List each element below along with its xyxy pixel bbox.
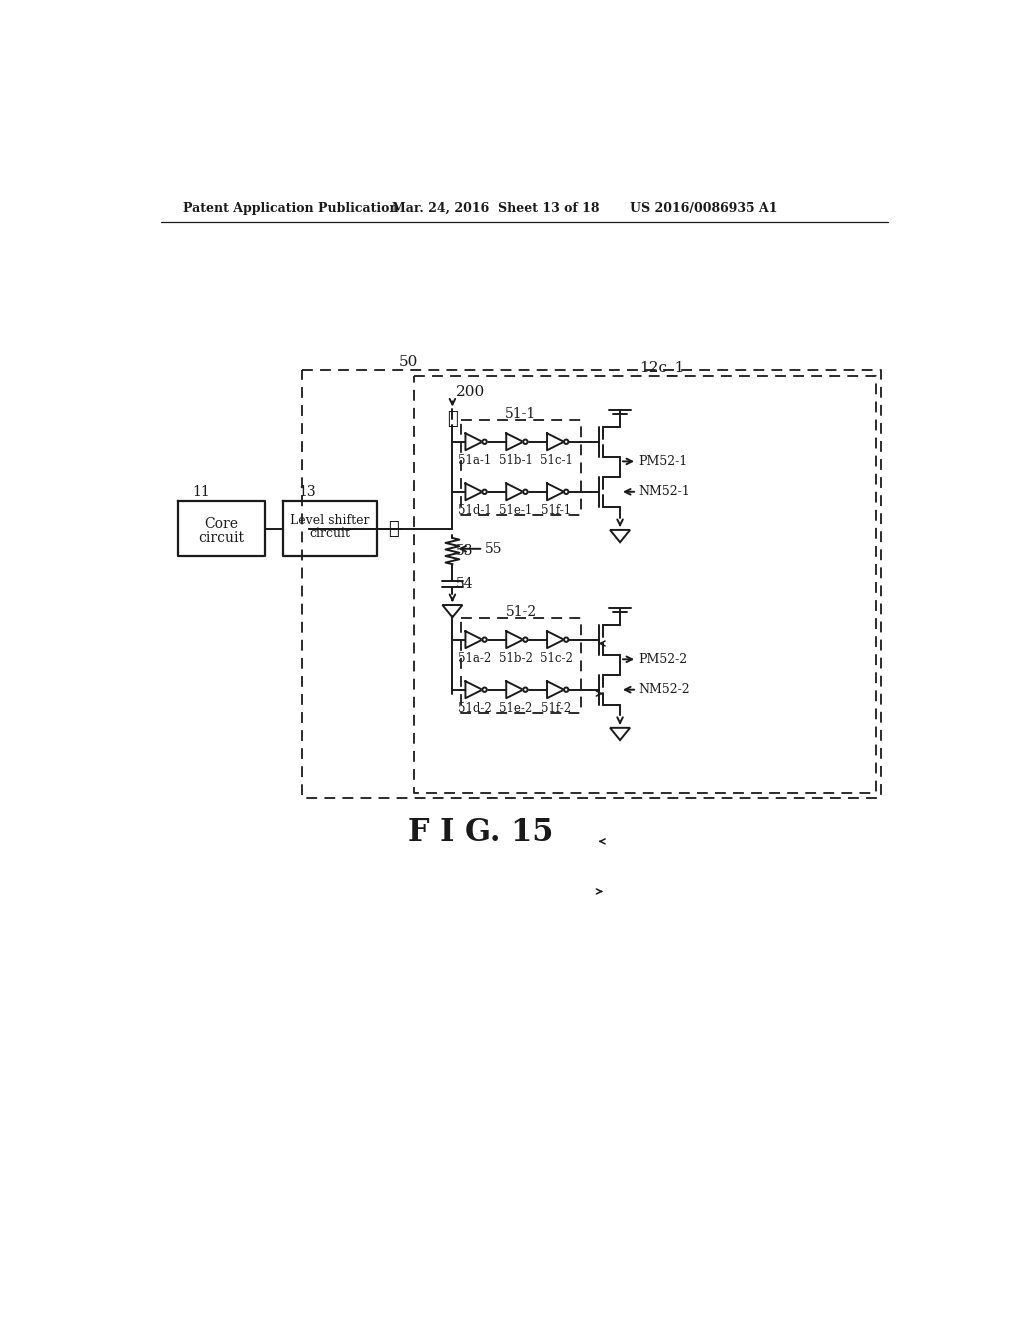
Circle shape (523, 440, 527, 444)
Text: Mar. 24, 2016  Sheet 13 of 18: Mar. 24, 2016 Sheet 13 of 18 (392, 202, 600, 215)
Text: 53: 53 (457, 544, 474, 558)
Circle shape (482, 490, 486, 494)
Text: 12c_1: 12c_1 (639, 360, 684, 375)
Text: 200: 200 (456, 385, 484, 400)
Text: 51e-1: 51e-1 (499, 504, 532, 517)
Text: PM52-1: PM52-1 (639, 455, 688, 467)
Text: 13: 13 (298, 484, 316, 499)
Text: Patent Application Publication: Patent Application Publication (183, 202, 398, 215)
Text: Core: Core (205, 517, 239, 531)
Text: ✕: ✕ (447, 411, 458, 429)
Text: 51-1: 51-1 (505, 407, 537, 421)
Text: 51e-2: 51e-2 (499, 702, 532, 714)
Text: NM52-1: NM52-1 (639, 486, 690, 499)
Text: 51a-2: 51a-2 (458, 652, 492, 665)
Text: 51f-2: 51f-2 (542, 702, 571, 714)
Text: circuit: circuit (199, 531, 245, 545)
Text: PM52-2: PM52-2 (639, 653, 688, 665)
Text: 51a-1: 51a-1 (458, 454, 492, 467)
Text: F I G. 15: F I G. 15 (408, 817, 553, 847)
Text: ✕: ✕ (388, 520, 399, 537)
Text: 51d-2: 51d-2 (458, 702, 492, 714)
Text: 51c-2: 51c-2 (540, 652, 572, 665)
Text: NM52-2: NM52-2 (639, 684, 690, 696)
Text: 51b-1: 51b-1 (499, 454, 532, 467)
Text: Level shifter: Level shifter (290, 513, 370, 527)
Circle shape (482, 688, 486, 692)
Text: 54: 54 (457, 577, 474, 591)
Circle shape (523, 688, 527, 692)
Text: 51f-1: 51f-1 (542, 504, 571, 517)
Text: US 2016/0086935 A1: US 2016/0086935 A1 (630, 202, 777, 215)
Text: 50: 50 (398, 355, 418, 370)
Circle shape (482, 638, 486, 642)
Circle shape (523, 638, 527, 642)
Text: 11: 11 (193, 484, 210, 499)
Circle shape (564, 688, 568, 692)
Circle shape (523, 490, 527, 494)
Circle shape (564, 440, 568, 444)
Text: 55: 55 (484, 541, 502, 556)
Circle shape (564, 490, 568, 494)
Text: 51-2: 51-2 (506, 605, 537, 619)
Circle shape (564, 638, 568, 642)
Text: 51d-1: 51d-1 (458, 504, 492, 517)
Circle shape (482, 440, 486, 444)
Text: circuit: circuit (309, 527, 350, 540)
Text: 51b-2: 51b-2 (499, 652, 532, 665)
Text: 51c-1: 51c-1 (540, 454, 572, 467)
